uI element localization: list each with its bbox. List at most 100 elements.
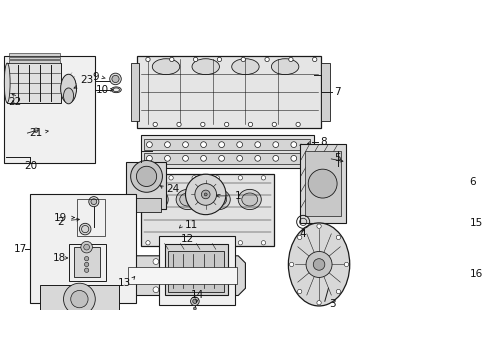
Ellipse shape: [180, 193, 196, 206]
Circle shape: [136, 166, 157, 186]
Text: 18: 18: [52, 253, 66, 263]
Circle shape: [255, 156, 261, 161]
Circle shape: [91, 199, 97, 204]
Circle shape: [201, 122, 205, 127]
Circle shape: [219, 142, 224, 148]
Circle shape: [153, 122, 157, 127]
Bar: [7, 63, 61, 103]
Circle shape: [193, 299, 197, 303]
Circle shape: [183, 156, 188, 161]
Circle shape: [291, 156, 296, 161]
Circle shape: [186, 174, 226, 215]
Circle shape: [146, 240, 150, 245]
Ellipse shape: [176, 189, 199, 210]
Circle shape: [201, 156, 206, 161]
Text: 22: 22: [8, 97, 21, 107]
Circle shape: [64, 283, 95, 315]
Circle shape: [215, 176, 220, 180]
Circle shape: [84, 257, 89, 261]
Circle shape: [34, 128, 38, 132]
Circle shape: [84, 215, 92, 222]
Circle shape: [255, 142, 261, 148]
Circle shape: [147, 142, 152, 148]
Bar: [74, 247, 99, 278]
Circle shape: [317, 301, 321, 305]
Circle shape: [201, 190, 210, 199]
Text: 19: 19: [54, 212, 67, 222]
Ellipse shape: [111, 87, 121, 93]
Bar: [165, 243, 228, 296]
Text: 1: 1: [235, 191, 242, 201]
Circle shape: [153, 259, 159, 265]
Bar: [131, 63, 139, 121]
Text: 9: 9: [92, 72, 98, 82]
Circle shape: [84, 268, 89, 273]
Text: 6: 6: [469, 177, 476, 187]
Text: 21: 21: [29, 128, 43, 138]
Circle shape: [204, 193, 207, 196]
Circle shape: [146, 57, 150, 62]
Ellipse shape: [289, 223, 350, 306]
Text: 15: 15: [470, 218, 483, 228]
Circle shape: [177, 259, 183, 265]
Text: 16: 16: [470, 269, 483, 279]
Circle shape: [237, 156, 243, 161]
Circle shape: [89, 197, 99, 207]
Circle shape: [462, 205, 469, 212]
Bar: [132, 198, 161, 212]
Ellipse shape: [152, 59, 180, 75]
Ellipse shape: [113, 88, 120, 91]
Bar: [3, 56, 95, 163]
Circle shape: [265, 57, 269, 62]
Bar: [141, 174, 274, 246]
Circle shape: [201, 259, 206, 265]
Polygon shape: [119, 256, 245, 296]
Ellipse shape: [148, 193, 165, 206]
Circle shape: [129, 259, 135, 265]
Circle shape: [183, 142, 188, 148]
Bar: [299, 144, 346, 223]
Circle shape: [169, 240, 173, 245]
Text: 4: 4: [300, 229, 306, 239]
Bar: [126, 162, 166, 209]
Circle shape: [165, 142, 171, 148]
Circle shape: [85, 219, 88, 222]
Text: 13: 13: [118, 278, 131, 288]
Bar: [321, 63, 330, 121]
Bar: [9, 53, 60, 56]
Circle shape: [177, 122, 181, 127]
Text: 12: 12: [181, 234, 195, 244]
Circle shape: [191, 297, 199, 306]
Bar: [40, 285, 119, 328]
Ellipse shape: [238, 189, 261, 210]
Circle shape: [336, 289, 341, 294]
Circle shape: [153, 287, 159, 293]
Ellipse shape: [207, 189, 230, 210]
Ellipse shape: [4, 63, 10, 103]
Text: 5: 5: [335, 153, 341, 163]
Ellipse shape: [271, 59, 299, 75]
Text: 2: 2: [57, 217, 64, 227]
Bar: [168, 251, 224, 292]
Ellipse shape: [61, 74, 76, 103]
Bar: [141, 135, 314, 168]
Text: 20: 20: [24, 161, 37, 171]
Bar: [145, 153, 310, 164]
Bar: [305, 151, 341, 216]
Circle shape: [238, 176, 243, 180]
Circle shape: [194, 57, 198, 62]
Polygon shape: [128, 267, 237, 284]
Circle shape: [217, 57, 221, 62]
Circle shape: [131, 161, 162, 192]
Text: 23: 23: [80, 75, 93, 85]
Circle shape: [170, 57, 174, 62]
Circle shape: [238, 240, 243, 245]
Circle shape: [129, 287, 135, 293]
Circle shape: [224, 287, 230, 293]
Circle shape: [192, 176, 196, 180]
Ellipse shape: [242, 193, 258, 206]
Circle shape: [177, 287, 183, 293]
Text: 7: 7: [335, 87, 341, 97]
Circle shape: [146, 176, 150, 180]
Circle shape: [195, 184, 217, 205]
